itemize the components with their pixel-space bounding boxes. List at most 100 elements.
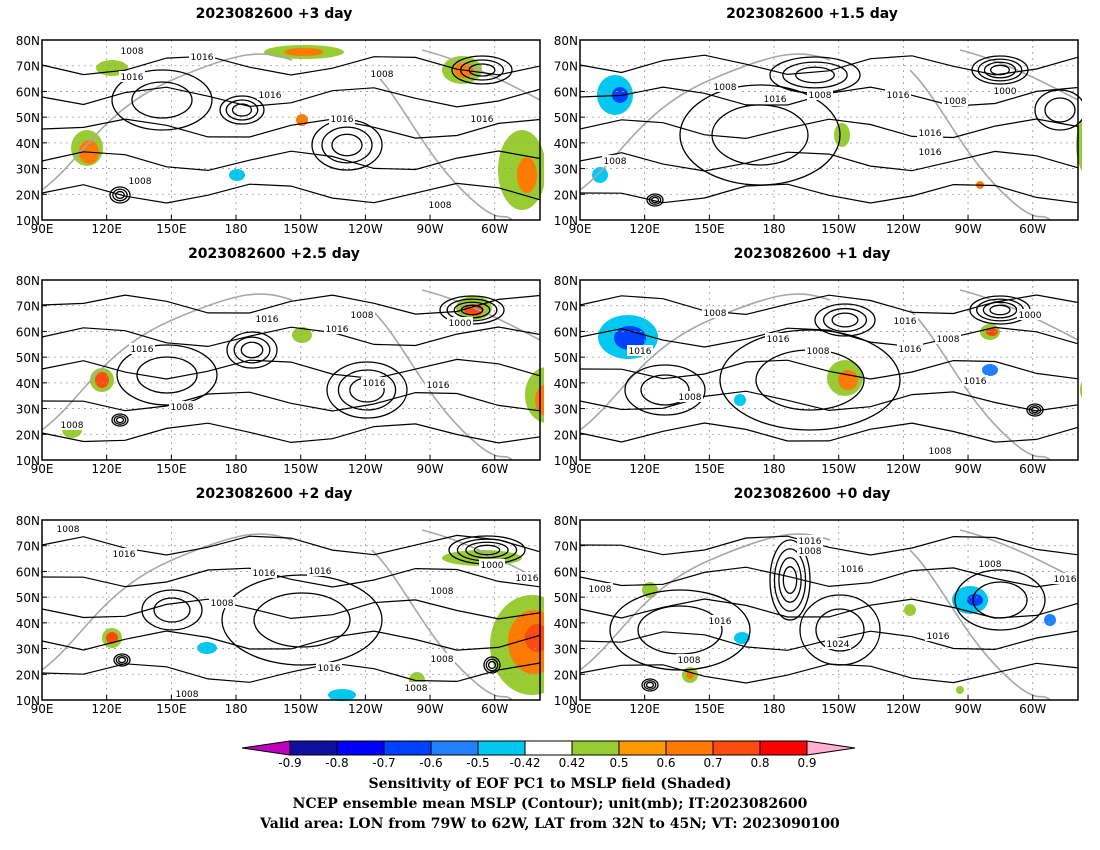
isobar-contour: [579, 54, 1079, 76]
contour-label-bg: [892, 315, 918, 326]
contour-label-bg: [917, 127, 943, 138]
colorbar-segment: [336, 740, 385, 756]
contour-label: 1016: [1054, 575, 1077, 585]
isobar-contour: [468, 63, 496, 77]
y-tick-label: 50N: [554, 351, 578, 365]
contour-label-bg: [962, 375, 988, 386]
contour-label-bg: [935, 333, 961, 344]
x-tick-label: 90W: [416, 462, 443, 476]
contour-label-bg: [839, 563, 865, 574]
x-tick-label: 120W: [886, 462, 921, 476]
colorbar-segment: [289, 740, 338, 756]
contour-label-bg: [361, 377, 387, 388]
sensitivity-shade: [734, 632, 750, 644]
isobar-contour: [487, 660, 497, 670]
y-tick-label: 60N: [16, 85, 40, 99]
contour-label: 1016: [927, 632, 950, 642]
contour-label-bg: [324, 323, 350, 334]
y-tick-label: 30N: [554, 643, 578, 657]
isobar-contour: [221, 574, 383, 666]
y-tick-label: 10N: [16, 454, 40, 468]
map-plot: 1008 1016 1008 1016 1016 1008 1000 1016 1008 1016…: [16, 514, 544, 716]
contour-label: 1016: [709, 617, 732, 627]
y-tick-label: 80N: [554, 274, 578, 288]
sensitivity-shade: [834, 123, 850, 147]
isobar-contour: [579, 422, 1079, 443]
contour-label: 1008: [678, 656, 701, 666]
contour-label-bg: [1052, 573, 1078, 584]
isobar-contour: [972, 581, 1028, 619]
sensitivity-shade: [1080, 381, 1082, 399]
isobar-contour: [719, 329, 901, 431]
y-tick-label: 40N: [554, 137, 578, 151]
y-tick-label: 70N: [16, 300, 40, 314]
isobar-contour: [1026, 403, 1044, 417]
y-tick-label: 80N: [16, 34, 40, 48]
y-tick-label: 70N: [554, 60, 578, 74]
contour-label: 1016: [331, 115, 354, 125]
y-tick-label: 20N: [554, 668, 578, 682]
contour-label-bg: [307, 565, 333, 576]
x-tick-label: 90W: [416, 702, 443, 716]
colorbar-segment: [712, 740, 761, 756]
contour-label: 1016: [113, 550, 136, 560]
contour-label-bg: [797, 545, 823, 556]
contour-label-bg: [257, 89, 283, 100]
y-tick-label: 80N: [16, 274, 40, 288]
isobar-contour: [231, 103, 253, 117]
contour-label-bg: [209, 597, 235, 608]
contour-label: 1008: [351, 311, 374, 321]
colorbar-segment: [477, 740, 526, 756]
x-tick-label: 120E: [629, 702, 660, 716]
contour-label: 1016: [799, 537, 822, 547]
x-tick-label: 150E: [156, 702, 187, 716]
map-frame: [41, 519, 541, 701]
sensitivity-shade: [517, 157, 537, 193]
isobar-contour: [822, 307, 868, 333]
isobar-contour: [977, 58, 1023, 82]
sensitivity-shade: [614, 326, 646, 350]
map-plot: 1008 1016 1008 1016 1008 1000 1016 1016 1008 10N 2…: [554, 34, 1082, 236]
map-plot: 1016100810161008101610241008101610161008…: [554, 514, 1079, 716]
contour-label: 1016: [894, 317, 917, 327]
isobar-contour: [711, 104, 809, 166]
colorbar-label: 0.5: [609, 756, 628, 770]
sensitivity-shade: [642, 582, 658, 598]
isobar-contour: [815, 608, 865, 652]
contour-label-bg: [429, 653, 455, 664]
x-tick-label: 60W: [1019, 702, 1046, 716]
isobar-contour: [111, 69, 213, 131]
panel-title: 2023082600 +3 day: [195, 6, 353, 22]
isobar-contour: [1034, 89, 1082, 131]
y-tick-label: 70N: [554, 300, 578, 314]
colorbar-under-arrow: [241, 740, 291, 756]
x-tick-label: 60W: [481, 702, 508, 716]
y-tick-label: 20N: [554, 428, 578, 442]
isobar-contour: [648, 195, 662, 205]
sensitivity-shade: [229, 169, 245, 181]
x-tick-label: 120W: [348, 222, 383, 236]
contour-label-bg: [885, 89, 911, 100]
sensitivity-shade: [197, 642, 217, 654]
isobar-contour: [41, 182, 541, 204]
isobar-contour: [609, 589, 751, 671]
isobar-contour: [321, 126, 373, 164]
x-tick-label: 180: [225, 702, 248, 716]
isobar-contour: [773, 548, 807, 612]
contour-label-bg: [119, 71, 145, 82]
x-tick-label: 150E: [156, 462, 187, 476]
sensitivity-shade: [982, 364, 998, 376]
colorbar-label: -0.7: [372, 756, 395, 770]
isobar-contour: [465, 541, 509, 559]
isobar-contour: [579, 359, 1079, 380]
isobar-contour: [1028, 405, 1042, 415]
y-tick-label: 50N: [16, 591, 40, 605]
x-tick-label: 90E: [31, 702, 54, 716]
x-tick-label: 180: [225, 462, 248, 476]
contour-label: 1016: [121, 73, 144, 83]
x-tick-label: 60W: [1019, 462, 1046, 476]
contour-label-bg: [469, 113, 495, 124]
y-tick-label: 40N: [16, 377, 40, 391]
contour-label: 1008: [61, 421, 84, 431]
contour-label: 1008: [799, 547, 822, 557]
